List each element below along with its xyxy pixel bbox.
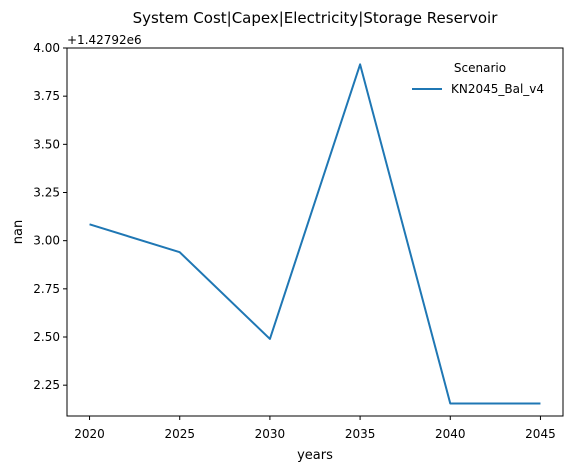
x-tick-label: 2030 bbox=[255, 427, 286, 441]
y-tick-label: 3.00 bbox=[33, 234, 60, 248]
x-tick-label: 2025 bbox=[164, 427, 195, 441]
x-axis: 2020 2025 2030 2035 2040 2045 bbox=[74, 416, 556, 441]
x-tick-label: 2040 bbox=[435, 427, 466, 441]
y-offset-text: +1.42792e6 bbox=[67, 33, 142, 47]
x-axis-label: years bbox=[297, 448, 333, 463]
y-axis-label: nan bbox=[11, 220, 26, 244]
y-tick-label: 2.50 bbox=[33, 330, 60, 344]
legend: Scenario KN2045_Bal_v4 bbox=[412, 61, 544, 96]
y-tick-label: 4.00 bbox=[33, 41, 60, 55]
x-tick-label: 2035 bbox=[345, 427, 376, 441]
legend-label: KN2045_Bal_v4 bbox=[451, 82, 544, 96]
series-layer bbox=[89, 63, 541, 405]
plot-area-frame bbox=[66, 47, 564, 417]
x-tick-label: 2045 bbox=[525, 427, 556, 441]
x-tick-label: 2020 bbox=[74, 427, 105, 441]
y-tick-label: 2.25 bbox=[33, 378, 60, 392]
y-tick-label: 3.50 bbox=[33, 137, 60, 151]
y-tick-label: 3.75 bbox=[33, 89, 60, 103]
series-line bbox=[89, 63, 541, 405]
legend-title: Scenario bbox=[454, 61, 506, 75]
y-tick-label: 2.75 bbox=[33, 282, 60, 296]
chart-title: System Cost|Capex|Electricity|Storage Re… bbox=[133, 9, 499, 27]
y-tick-label: 3.25 bbox=[33, 186, 60, 200]
y-axis: 2.25 2.50 2.75 3.00 3.25 3.50 3.75 4.00 bbox=[33, 41, 67, 392]
